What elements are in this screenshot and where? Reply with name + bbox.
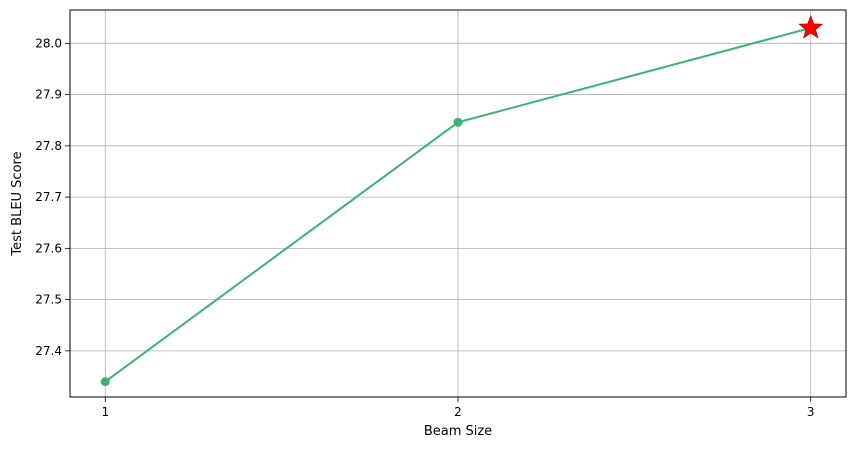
x-tick-label: 1 xyxy=(101,405,109,419)
y-tick-label: 27.7 xyxy=(35,190,62,204)
grid xyxy=(70,10,846,397)
y-tick-label: 27.5 xyxy=(35,293,62,307)
y-tick-label: 27.6 xyxy=(35,241,62,255)
series-layer xyxy=(100,14,824,387)
y-tick-label: 27.4 xyxy=(35,344,62,358)
data-point xyxy=(100,377,110,387)
y-tick-label: 28.0 xyxy=(35,36,62,50)
y-tick-label: 27.8 xyxy=(35,139,62,153)
ticks: 1 2 3 27.4 27.5 27.6 27.7 27.8 27.9 28.0 xyxy=(35,36,814,419)
data-point xyxy=(453,117,463,127)
x-axis-label: Beam Size xyxy=(424,424,492,439)
x-tick-label: 3 xyxy=(807,405,815,419)
y-tick-label: 27.9 xyxy=(35,88,62,102)
x-tick-label: 2 xyxy=(454,405,462,419)
y-axis-label: Test BLEU Score xyxy=(10,151,25,256)
best-point-star-marker xyxy=(798,14,824,39)
